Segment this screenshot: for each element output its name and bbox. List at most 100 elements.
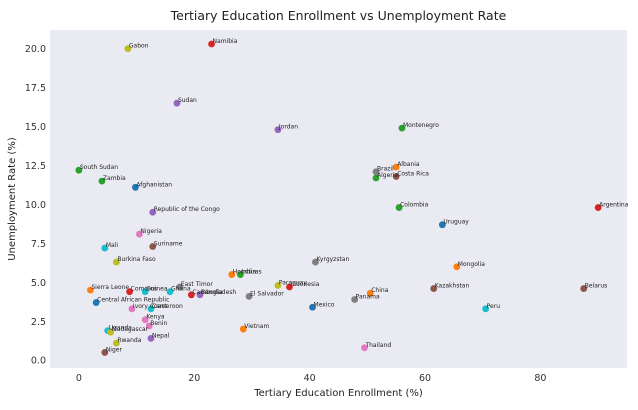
y-tick-label: 7.5	[31, 239, 46, 250]
point-label: Thailand	[364, 342, 391, 349]
point-label: South Sudan	[80, 164, 118, 171]
point-label: Honduras	[233, 269, 262, 276]
point-label: Benin	[150, 320, 167, 327]
data-point	[312, 258, 319, 266]
data-point	[112, 258, 120, 266]
data-point	[392, 163, 400, 171]
y-tick-label: 20.0	[25, 44, 46, 55]
y-axis-ticks: 0.0 2.5 5.0 7.5 10.0 12.5 15.0 17.5 20.0	[25, 44, 46, 367]
point-label: Mali	[106, 242, 119, 249]
data-point	[453, 263, 461, 271]
data-point	[594, 204, 602, 211]
point-label: Central African Republic	[97, 297, 169, 304]
x-axis-ticks: 0 20 40 60 80	[76, 373, 547, 384]
point-label: Kyrgyzstan	[316, 256, 349, 263]
data-point	[131, 183, 139, 191]
point-label: Paraguay	[279, 279, 307, 286]
data-point	[392, 173, 400, 180]
point-label: Uganda	[109, 325, 132, 332]
data-point	[149, 243, 157, 250]
y-tick-label: 5.0	[31, 278, 46, 289]
point-label: Cameroon	[152, 303, 183, 310]
data-point	[98, 177, 106, 185]
data-point	[145, 322, 153, 330]
point-label: Niger	[106, 346, 123, 353]
point-label: Nepal	[152, 332, 170, 339]
point-label: Colombia	[400, 202, 429, 209]
point-label: Namibia	[213, 38, 238, 45]
data-point	[187, 291, 195, 299]
data-point	[286, 283, 293, 291]
data-point	[107, 328, 114, 336]
point-label: Madagascar	[112, 326, 149, 333]
x-tick-label: 80	[534, 373, 546, 384]
data-point	[173, 99, 181, 107]
data-point	[237, 271, 244, 278]
point-label: Belarus	[585, 283, 608, 290]
data-point	[274, 282, 282, 289]
point-label: Gabon	[129, 43, 149, 50]
point-label: Sierra Leone	[91, 284, 129, 291]
point-label: Mongolia	[458, 261, 485, 268]
point-label: El Salvador	[250, 290, 284, 297]
data-point	[126, 288, 134, 296]
point-label: Indonesia	[290, 281, 319, 288]
data-point	[136, 230, 143, 238]
point-label: Jordan	[278, 124, 298, 131]
data-point	[86, 286, 94, 294]
data-point	[101, 244, 109, 252]
data-point	[141, 288, 149, 296]
data-point	[309, 303, 316, 311]
data-point	[147, 305, 155, 313]
point-label: Afghanistan	[136, 181, 172, 188]
data-point	[176, 283, 184, 291]
point-label: Vietnam	[244, 323, 269, 330]
x-tick-label: 20	[188, 373, 200, 384]
data-point	[228, 271, 236, 278]
point-label: Peru	[487, 303, 501, 310]
x-tick-label: 40	[304, 373, 316, 384]
data-point	[351, 296, 359, 303]
x-axis-label: Tertiary Education Enrollment (%)	[253, 388, 423, 399]
data-point	[196, 291, 204, 299]
point-label: Kazakhstan	[435, 283, 470, 290]
data-point	[124, 45, 132, 53]
point-label: Panama	[356, 293, 380, 300]
data-point	[166, 288, 174, 296]
point-label: Costa Rica	[397, 170, 429, 177]
x-tick-label: 60	[419, 373, 431, 384]
data-point	[580, 285, 588, 292]
y-tick-label: 10.0	[25, 200, 46, 211]
point-label: Brazil	[377, 166, 394, 173]
data-point	[92, 299, 100, 306]
data-point	[75, 166, 83, 174]
data-point	[112, 339, 120, 347]
data-point	[366, 289, 374, 297]
data-point	[438, 221, 446, 229]
data-point	[149, 208, 157, 216]
data-point	[430, 285, 438, 292]
data-point	[239, 325, 247, 333]
data-point	[372, 174, 380, 182]
point-label: Mexico	[314, 301, 335, 308]
x-tick-label: 0	[76, 373, 82, 384]
point-label: Comoros	[131, 286, 158, 293]
point-label: India	[241, 269, 256, 276]
point-label: Zambia	[103, 175, 126, 182]
data-point	[482, 305, 490, 313]
point-label: Uruguay	[443, 219, 469, 226]
y-tick-label: 12.5	[25, 161, 46, 172]
point-label: East Timor	[181, 281, 214, 288]
y-axis-label: Unemployment Rate (%)	[7, 137, 18, 261]
point-label: Albania	[397, 161, 420, 168]
data-point	[372, 168, 380, 176]
point-label: Cambodia	[192, 289, 223, 296]
y-tick-label: 17.5	[25, 83, 46, 94]
point-label: Burkina Faso	[117, 256, 156, 263]
point-labels: Gabon Namibia Sudan Jordan Montenegro South S…	[80, 38, 629, 353]
data-points	[75, 40, 602, 356]
data-point	[208, 40, 215, 48]
data-point	[128, 305, 136, 313]
point-label: China	[371, 287, 388, 294]
point-label: Sudan	[178, 97, 197, 104]
